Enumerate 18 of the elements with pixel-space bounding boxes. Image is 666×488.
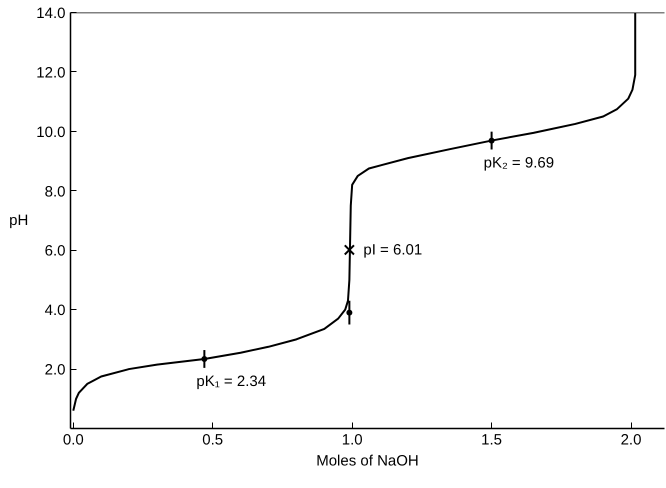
x-tick-label: 1.0 [342, 432, 363, 448]
x-tick-label: 2.0 [620, 432, 642, 448]
y-tick-label: 6.0 [44, 242, 66, 260]
y-tick-label: 10.0 [36, 124, 66, 141]
y-tick-label: 2.0 [44, 362, 66, 379]
point [344, 244, 355, 256]
x-tick-label: 0.5 [202, 432, 224, 448]
y-axis-title: pH [9, 212, 28, 229]
annotation: pK₂ = 9.69 [484, 154, 554, 172]
y-tick-label: 4.0 [44, 302, 66, 320]
y-tick-label: 14.0 [36, 5, 66, 22]
y-tick-label: 12.0 [36, 64, 66, 82]
y-tick-label: 8.0 [44, 183, 66, 200]
annotation: pI = 6.01 [363, 241, 422, 258]
annotation: pK₁ = 2.34 [196, 372, 266, 390]
x-axis-title: Moles of NaOH [316, 452, 419, 470]
x-tick-label: 0.0 [62, 432, 84, 448]
x-tick-label: 1.5 [481, 432, 502, 448]
